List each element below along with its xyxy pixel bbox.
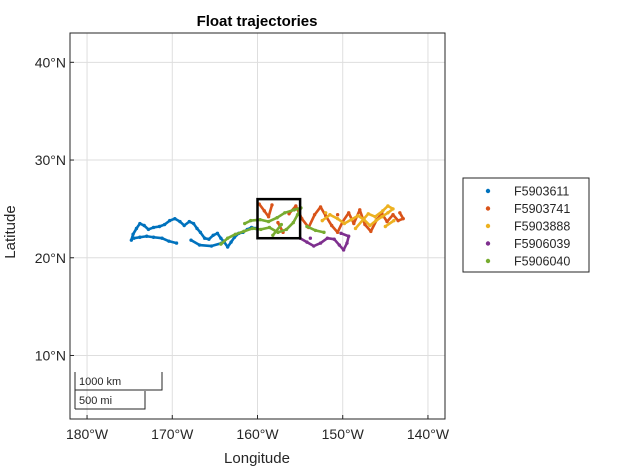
series-F5903741 [257, 202, 405, 235]
trajectory-segment [341, 211, 350, 223]
y-tick-label: 10°N [35, 347, 66, 363]
trajectory-point [270, 203, 274, 207]
legend-item: F5903888 [485, 220, 570, 234]
scale-bar-mi-label: 500 mi [79, 395, 112, 407]
trajectory-point [339, 231, 343, 236]
legend-marker [485, 188, 491, 194]
legend-marker [485, 206, 491, 211]
legend-marker [485, 223, 491, 229]
scale-bar: 1000 km 500 mi [74, 372, 163, 410]
x-axis-label: Longitude [224, 450, 290, 467]
trajectory-segment [271, 223, 283, 237]
scale-bar-lines [74, 372, 163, 410]
trajectory-point [398, 211, 402, 215]
legend-marker [485, 258, 491, 264]
series-F5903888 [320, 204, 396, 231]
y-axis-label: Latitude [2, 205, 19, 258]
y-tick-label: 40°N [35, 54, 66, 70]
y-tick-label: 20°N [35, 250, 66, 266]
trajectory-segment [198, 243, 213, 248]
trajectory-point [353, 226, 358, 231]
trajectory-segment [336, 220, 345, 234]
scale-bar-km-label: 1000 km [79, 376, 121, 388]
trajectory-point [243, 221, 247, 226]
legend-box [462, 177, 590, 273]
x-tick-label: 150°W [322, 426, 365, 442]
axis-ticks: 180°W 170°W 160°W 150°W 140°W 10°N 20°N 30°N 40°… [35, 54, 450, 442]
legend-item: F5906039 [485, 237, 570, 251]
region-box [256, 197, 302, 240]
legend-item: F5903741 [485, 202, 570, 216]
legend-label: F5906039 [514, 237, 570, 251]
x-tick-label: 170°W [151, 426, 194, 442]
trajectory-segment [267, 203, 274, 219]
legend-marker [485, 241, 491, 246]
legend-label: F5906040 [514, 255, 570, 269]
x-tick-label: 180°W [66, 426, 109, 442]
chart-title: Float trajectories [197, 13, 318, 30]
trajectory-point [392, 218, 396, 223]
trajectory-point [323, 211, 328, 215]
trajectory-point [308, 236, 313, 240]
legend-label: F5903741 [514, 202, 570, 216]
x-tick-label: 140°W [407, 426, 450, 442]
trajectory-point [335, 213, 340, 217]
y-tick-label: 30°N [35, 152, 66, 168]
trajectory-point [322, 230, 326, 235]
legend-item: F5906040 [485, 255, 570, 269]
trajectory-segment [307, 213, 316, 229]
legend: F5903611 F5903741 F5903888 F5906039 F5906040 [462, 177, 590, 273]
legend-label: F5903611 [514, 185, 569, 199]
trajectory-segment [384, 219, 396, 228]
trajectory-point [132, 236, 136, 240]
trajectory-points [129, 202, 405, 252]
trajectory-segment [354, 212, 370, 230]
x-tick-label: 160°W [236, 426, 279, 442]
legend-label: F5903888 [514, 220, 570, 234]
legend-item: F5903611 [485, 185, 569, 199]
region-box-layer [256, 197, 302, 240]
trajectory-point [271, 233, 275, 237]
